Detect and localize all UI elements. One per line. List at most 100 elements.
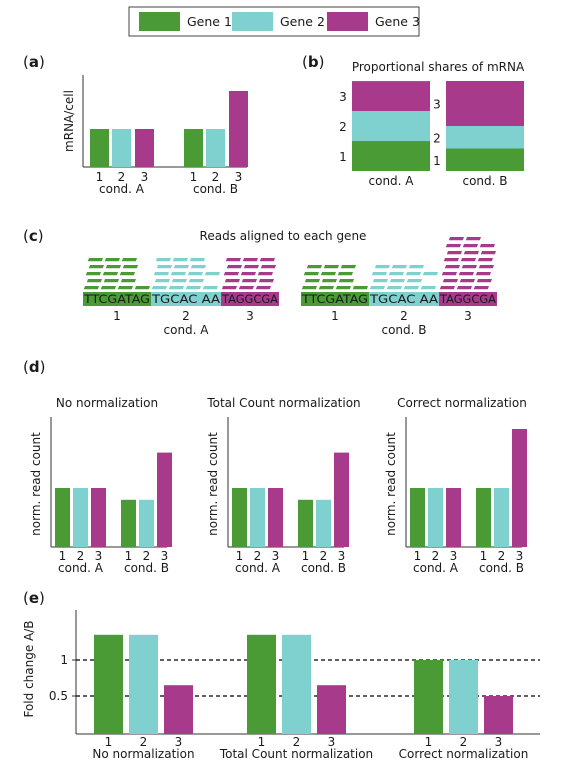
bar-condB-gene1 <box>121 499 136 547</box>
read-mark <box>258 279 274 283</box>
cond-label: cond. B <box>124 561 169 575</box>
legend-frame <box>128 6 420 37</box>
tick-label: 3 <box>246 309 254 323</box>
tick-label: 1 <box>190 170 198 184</box>
bar-condA-gene1 <box>90 129 109 167</box>
cond-label: cond. A <box>369 174 415 188</box>
legend-label-gene2: Gene 2 <box>280 14 325 29</box>
subplot-title: Total Count normalization <box>206 396 360 410</box>
read-mark <box>301 286 317 290</box>
read-mark <box>168 286 185 290</box>
bar-condA-gene2 <box>250 488 265 547</box>
tick-label: 2 <box>143 549 151 563</box>
cond-label: cond. B <box>462 174 507 188</box>
bar-condB-gene2 <box>494 488 509 547</box>
read-mark <box>188 279 205 283</box>
read-mark <box>480 251 496 255</box>
panel-b-title: Proportional shares of mRNA <box>352 60 525 74</box>
read-mark <box>119 272 135 276</box>
read-mark <box>154 279 171 283</box>
tick-label: 2 <box>293 735 301 749</box>
segment-label: 1 <box>433 154 441 168</box>
tick-label: 1 <box>258 735 266 749</box>
tick-label: 1 <box>59 549 67 563</box>
bar-total-count-normalization-gene2 <box>282 634 311 734</box>
read-mark <box>420 286 436 290</box>
tick-label: 2 <box>182 309 190 323</box>
stack-condA-gene2 <box>352 111 430 142</box>
y-axis-label: norm. read count <box>206 432 220 536</box>
cond-label: cond. B <box>301 561 346 575</box>
bar-condB-gene1 <box>298 499 313 547</box>
read-mark <box>241 279 257 283</box>
read-mark <box>104 258 120 262</box>
bar-correct-normalization-gene1 <box>414 660 443 734</box>
gene-segment-condB-gene1 <box>301 292 369 306</box>
bar-condB-gene3 <box>157 452 172 547</box>
segment-label: 3 <box>339 90 347 104</box>
bar-condB-gene3 <box>334 452 349 547</box>
read-mark <box>479 244 495 248</box>
tick-label: 2 <box>432 549 440 563</box>
legend-label-gene1: Gene 1 <box>187 14 232 29</box>
read-mark <box>255 286 271 290</box>
read-mark <box>238 286 254 290</box>
gene-sequence: TGCAC AA <box>151 292 220 306</box>
legend-swatch-gene2 <box>232 12 273 31</box>
gene-segment-condA-gene2 <box>151 292 221 306</box>
read-mark <box>473 286 489 290</box>
read-mark <box>189 258 206 262</box>
read-mark <box>151 286 168 290</box>
read-mark <box>441 272 457 276</box>
bar-correct-normalization-gene3 <box>484 696 513 734</box>
tick-label: 3 <box>338 549 346 563</box>
tick-label: 1 <box>331 309 339 323</box>
cond-label: cond. B <box>193 182 238 196</box>
read-mark <box>259 258 275 262</box>
gene-segment-condB-gene3 <box>439 292 497 306</box>
gene-sequence: TAGGCGA <box>439 292 496 306</box>
read-mark <box>460 258 476 262</box>
read-mark <box>372 279 388 283</box>
read-mark <box>172 258 189 262</box>
read-mark <box>442 279 458 283</box>
tick-label: 3 <box>495 735 503 749</box>
panel-label-c: (c) <box>23 227 44 245</box>
gene-segment-condA-gene1 <box>83 292 151 306</box>
tick-label: 3 <box>516 549 524 563</box>
read-mark <box>422 272 438 276</box>
cond-label: cond. A <box>413 561 459 575</box>
bar-condB-gene3 <box>229 91 248 167</box>
read-mark <box>456 286 472 290</box>
gene-sequence: TAGGCGA <box>221 292 278 306</box>
read-mark <box>405 272 421 276</box>
panel-label-a: (a) <box>23 53 45 71</box>
tick-label: 3 <box>95 549 103 563</box>
read-mark <box>403 286 419 290</box>
read-mark <box>103 279 119 283</box>
panel-label-b: (b) <box>302 53 324 71</box>
segment-label: 3 <box>433 98 441 112</box>
read-mark <box>304 279 320 283</box>
read-mark <box>134 286 151 290</box>
bar-condB-gene1 <box>476 488 491 547</box>
read-mark <box>303 272 319 276</box>
read-mark <box>321 279 337 283</box>
legend-label-gene3: Gene 3 <box>375 14 420 29</box>
cond-label: cond. A <box>235 561 281 575</box>
tick-label: 2 <box>498 549 506 563</box>
group-label: Correct normalization <box>399 747 529 761</box>
read-mark <box>465 237 481 241</box>
read-mark <box>83 286 99 290</box>
bar-condA-gene1 <box>55 488 70 547</box>
read-mark <box>406 279 422 283</box>
bar-condB-gene3 <box>512 429 527 547</box>
stack-condA-gene3 <box>352 81 430 112</box>
read-mark <box>478 265 494 269</box>
read-mark <box>448 237 464 241</box>
bar-condA-gene2 <box>428 488 443 547</box>
bar-condA-gene2 <box>73 488 88 547</box>
read-mark <box>204 272 221 276</box>
